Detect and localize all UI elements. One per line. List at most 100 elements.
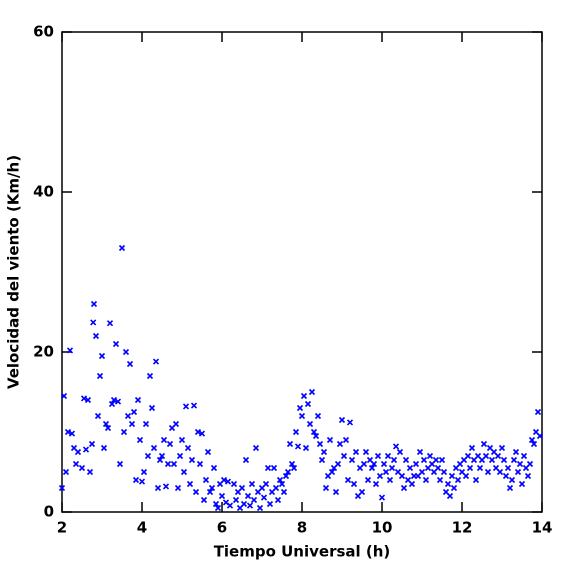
point xyxy=(204,448,212,456)
point xyxy=(418,468,426,476)
point xyxy=(122,348,130,356)
y-tick-label: 0 xyxy=(44,503,54,521)
point xyxy=(270,464,278,472)
point xyxy=(104,424,112,432)
point xyxy=(90,300,98,308)
point xyxy=(112,340,120,348)
point xyxy=(106,320,114,327)
point xyxy=(198,430,206,437)
point xyxy=(78,464,86,472)
point xyxy=(286,440,294,448)
point xyxy=(266,500,274,508)
x-tick-label: 14 xyxy=(532,519,553,537)
point xyxy=(86,468,94,476)
y-tick-label: 60 xyxy=(33,23,54,41)
point xyxy=(344,476,352,484)
point xyxy=(342,436,350,444)
point xyxy=(484,468,492,476)
point xyxy=(376,472,384,480)
point xyxy=(464,452,472,460)
point xyxy=(336,440,344,448)
point xyxy=(160,436,168,444)
point xyxy=(134,396,142,404)
x-tick-label: 8 xyxy=(297,519,307,537)
point xyxy=(150,444,158,452)
point xyxy=(534,408,542,416)
point xyxy=(482,452,490,460)
point xyxy=(302,444,310,452)
x-tick-label: 6 xyxy=(217,519,227,537)
point xyxy=(338,416,346,424)
point xyxy=(186,480,194,488)
point xyxy=(130,408,138,416)
point xyxy=(306,420,314,428)
point xyxy=(488,456,496,464)
point xyxy=(218,492,226,500)
point xyxy=(378,494,386,501)
point xyxy=(536,432,544,440)
point xyxy=(276,476,284,484)
point xyxy=(96,372,104,380)
point xyxy=(170,460,178,468)
point xyxy=(162,483,170,490)
point xyxy=(212,500,220,508)
point xyxy=(426,452,434,460)
point xyxy=(148,404,156,412)
point xyxy=(58,484,66,492)
point xyxy=(140,468,148,476)
point xyxy=(388,464,396,472)
point xyxy=(332,488,340,496)
point xyxy=(208,484,216,492)
x-tick-label: 2 xyxy=(57,519,67,537)
point xyxy=(88,440,96,448)
point xyxy=(92,332,100,340)
point xyxy=(238,484,246,492)
point xyxy=(126,360,134,368)
point xyxy=(420,456,428,464)
point xyxy=(66,347,74,354)
point xyxy=(432,456,440,464)
point xyxy=(326,436,334,444)
point xyxy=(386,476,394,484)
point xyxy=(274,496,282,504)
point xyxy=(372,480,380,488)
point xyxy=(124,412,132,420)
point xyxy=(392,443,400,450)
point xyxy=(110,396,118,404)
point xyxy=(350,480,358,488)
point xyxy=(202,476,210,484)
point xyxy=(512,448,520,456)
point xyxy=(156,456,164,464)
point xyxy=(508,476,516,484)
point xyxy=(480,440,488,448)
point xyxy=(172,420,180,428)
x-axis-label: Tiempo Universal (h) xyxy=(214,543,391,561)
point xyxy=(226,502,234,509)
point xyxy=(62,468,70,476)
point xyxy=(438,456,446,464)
point xyxy=(346,419,354,426)
point xyxy=(200,496,208,504)
point xyxy=(466,464,474,472)
point xyxy=(194,428,202,436)
point xyxy=(504,464,512,472)
point xyxy=(142,420,150,428)
point xyxy=(494,452,502,460)
point xyxy=(526,460,534,468)
point xyxy=(68,430,76,437)
point xyxy=(98,352,106,360)
point xyxy=(496,468,504,476)
point xyxy=(468,444,476,452)
point xyxy=(434,464,442,472)
point xyxy=(154,484,162,492)
point xyxy=(176,452,184,460)
point xyxy=(224,478,232,485)
point xyxy=(328,468,336,476)
point xyxy=(184,444,192,452)
point xyxy=(322,484,330,492)
point xyxy=(264,464,272,472)
point xyxy=(250,496,258,504)
point xyxy=(248,480,256,488)
point xyxy=(244,492,252,500)
